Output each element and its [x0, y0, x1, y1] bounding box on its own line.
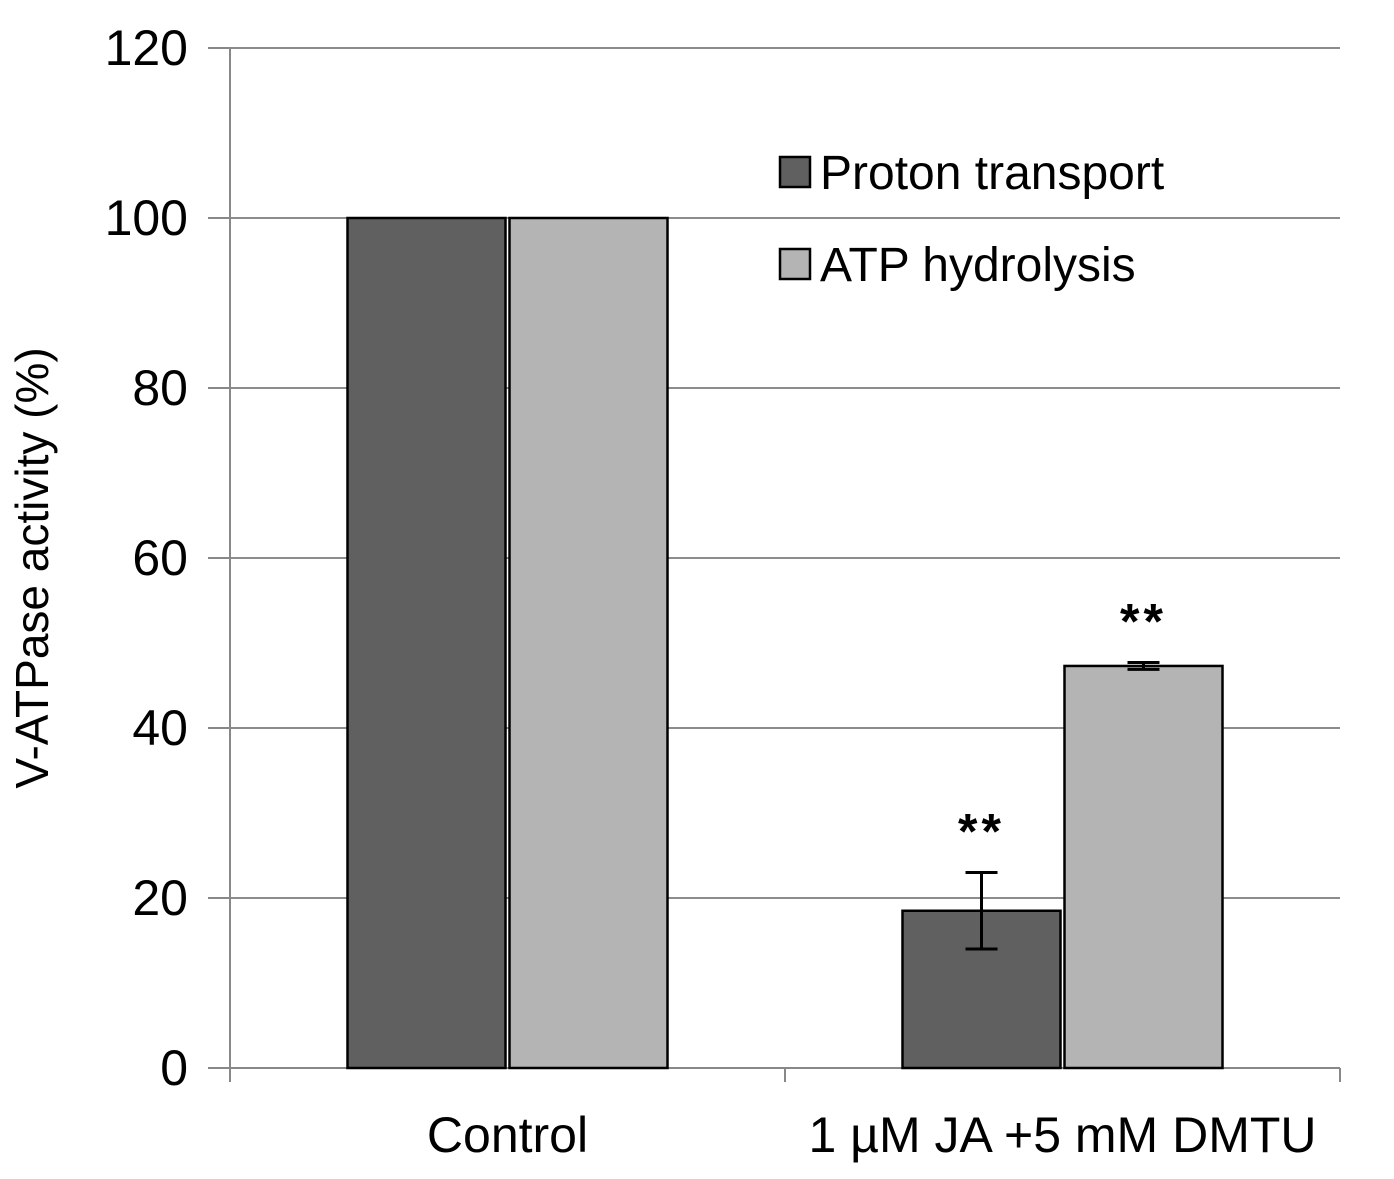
x-category-label: 1 µM JA +5 mM DMTU [808, 1107, 1316, 1163]
y-tick-label: 60 [132, 530, 188, 586]
bars [346, 216, 1224, 1070]
y-tick-label: 0 [160, 1040, 188, 1096]
bar [1063, 664, 1224, 1070]
y-axis-ticks: 0 20 40 60 80 100 120 [105, 20, 230, 1096]
significance-marker: ** [958, 804, 1005, 860]
legend-swatch [778, 247, 812, 281]
y-tick-label: 80 [132, 360, 188, 416]
x-category-label: Control [427, 1107, 588, 1163]
legend-label: Proton transport [820, 147, 1164, 200]
x-axis-ticks: Control 1 µM JA +5 mM DMTU [229, 1068, 1341, 1163]
bar [346, 216, 507, 1070]
y-tick-label: 40 [132, 700, 188, 756]
bar [508, 216, 669, 1070]
error-bars [965, 661, 1160, 951]
legend: Proton transport ATP hydrolysis [778, 147, 1164, 292]
significance-marker: ** [1120, 594, 1167, 650]
significance-markers: ** ** [958, 594, 1167, 860]
y-tick-label: 100 [105, 190, 188, 246]
y-tick-label: 20 [132, 870, 188, 926]
legend-swatch [778, 155, 812, 189]
y-tick-label: 120 [105, 20, 188, 76]
legend-label: ATP hydrolysis [820, 239, 1136, 292]
y-axis-title: V-ATPase activity (%) [6, 347, 58, 788]
